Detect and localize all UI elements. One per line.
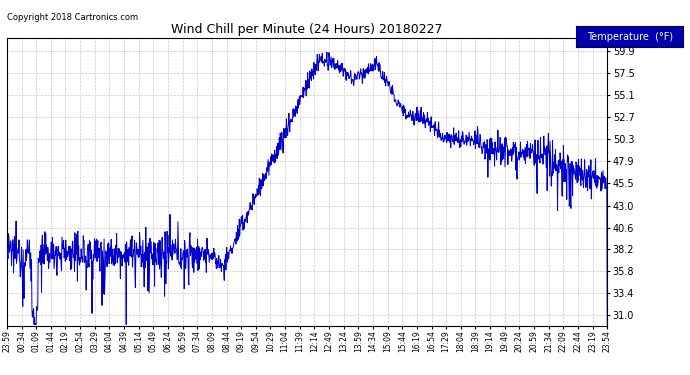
Title: Wind Chill per Minute (24 Hours) 20180227: Wind Chill per Minute (24 Hours) 2018022…	[171, 23, 443, 36]
Text: Copyright 2018 Cartronics.com: Copyright 2018 Cartronics.com	[7, 13, 138, 22]
Text: Temperature  (°F): Temperature (°F)	[586, 32, 673, 42]
